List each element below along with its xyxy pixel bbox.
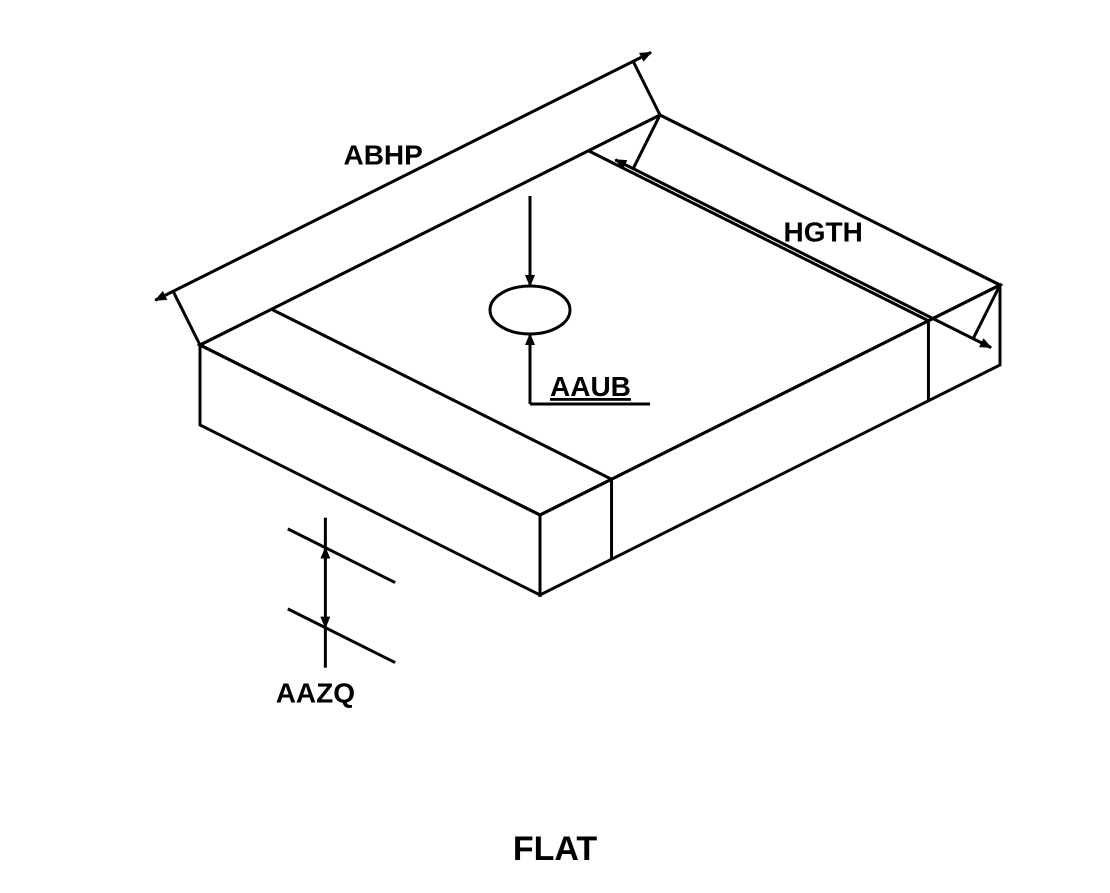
center-hole xyxy=(490,286,570,334)
label-hgth: HGTH xyxy=(784,217,863,248)
label-aaub: AAUB xyxy=(550,371,631,402)
engineering-diagram: ABHP HGTH AAUB AAZQ FLAT xyxy=(0,0,1110,893)
label-aazq: AAZQ xyxy=(276,678,355,709)
diagram-title: FLAT xyxy=(513,830,598,868)
label-abhp: ABHP xyxy=(343,139,422,170)
